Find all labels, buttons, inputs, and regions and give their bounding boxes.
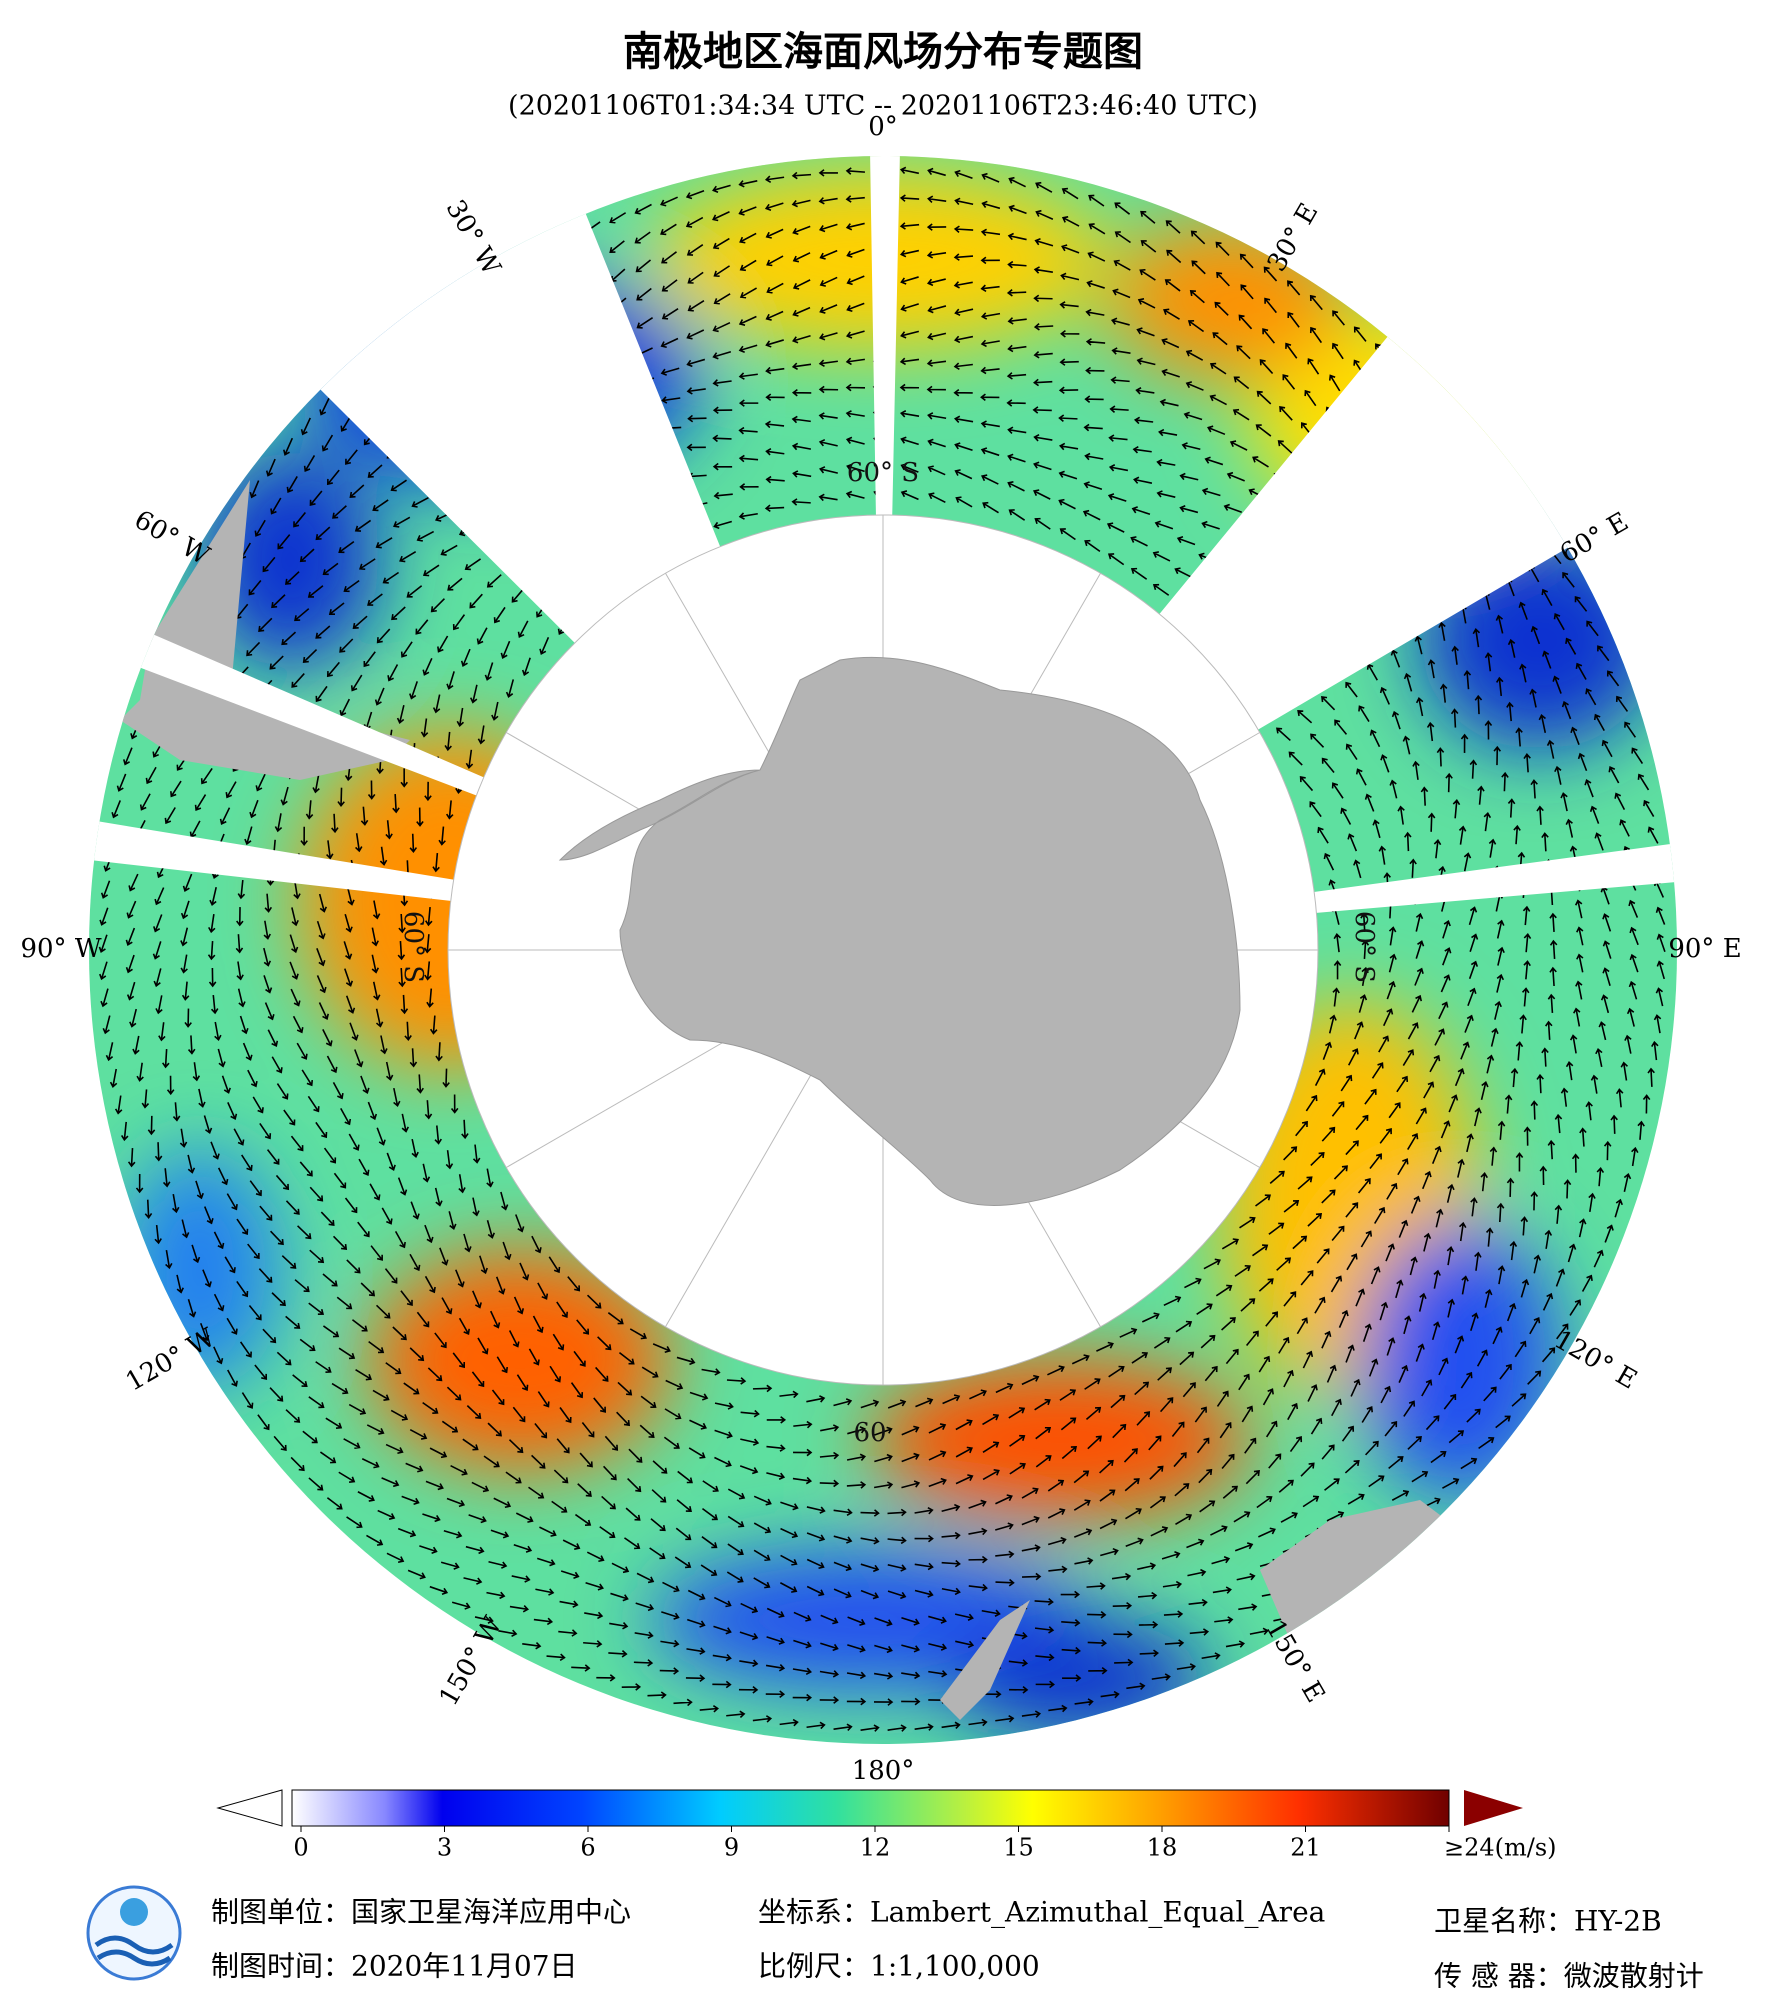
lon-label: 90° E: [1668, 934, 1741, 964]
lon-label: 90° W: [20, 934, 101, 964]
colorbar: 0 3 6 9 12 15 18 21 ≥24(m/s): [216, 1789, 1557, 1862]
footer-sensor: 传 感 器：微波散射计: [1434, 1960, 1704, 1993]
lat-label: 60° S: [398, 911, 428, 983]
lon-label: 60° E: [1555, 507, 1634, 570]
antarctica: [558, 656, 1241, 1206]
colorbar-tick-label: 18: [1147, 1834, 1178, 1862]
logo: [86, 1885, 182, 1981]
colorbar-tick-label: 6: [580, 1834, 595, 1862]
title: 南极地区海面风场分布专题图: [623, 29, 1143, 75]
lon-label: 0°: [868, 112, 898, 142]
lon-label: 150° E: [1259, 1615, 1330, 1708]
colorbar-max-arrow: [1464, 1790, 1523, 1826]
colorbar-tick-label: 3: [437, 1834, 452, 1862]
lon-label: 30° W: [440, 195, 507, 280]
footer-unit: 制图单位：国家卫星海洋应用中心: [211, 1896, 631, 1929]
lon-label: 120° E: [1549, 1325, 1642, 1396]
footer-crs: 坐标系：Lambert_Azimuthal_Equal_Area: [758, 1896, 1325, 1929]
footer-date: 制图时间：2020年11月07日: [211, 1950, 578, 1983]
footer-scale: 比例尺：1:1,100,000: [758, 1950, 1040, 1983]
lon-label: 30° E: [1262, 198, 1325, 277]
lon-label: 180°: [852, 1756, 915, 1786]
colorbar-tick-label: ≥24(m/s): [1444, 1834, 1557, 1862]
lat-label: 60: [853, 1418, 886, 1448]
lat-label: 60° S: [1349, 911, 1379, 983]
lat-label: 60° S: [847, 458, 919, 488]
colorbar-tick-label: 12: [860, 1834, 891, 1862]
colorbar-tick-label: 21: [1290, 1834, 1321, 1862]
footer-satellite: 卫星名称：HY-2B: [1434, 1905, 1662, 1938]
colorbar-tick-label: 15: [1003, 1834, 1034, 1862]
colorbar-tick-label: 0: [293, 1834, 308, 1862]
lon-label: 60° W: [129, 505, 214, 572]
subtitle: (20201106T01:34:34 UTC -- 20201106T23:46…: [508, 91, 1258, 122]
colorbar-min-arrow: [216, 1789, 283, 1827]
colorbar-ramp: [291, 1789, 1450, 1827]
colorbar-tick-label: 9: [724, 1834, 739, 1862]
